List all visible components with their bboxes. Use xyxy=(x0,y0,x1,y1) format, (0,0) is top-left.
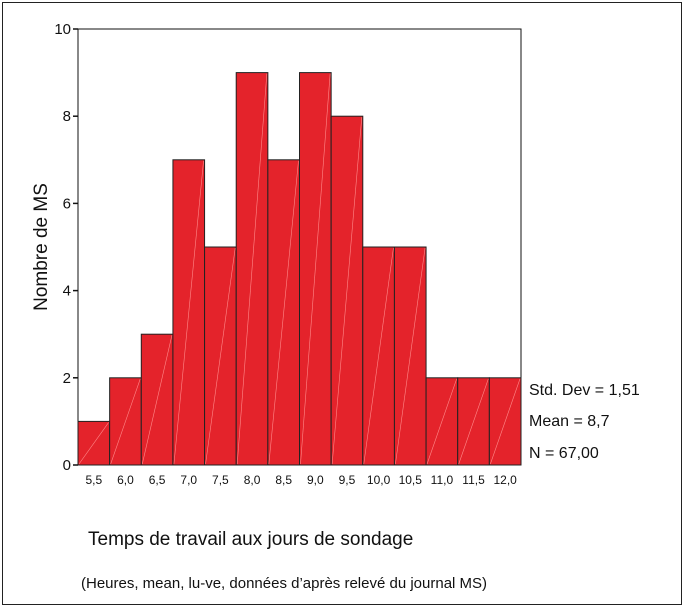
x-tick-label: 12,0 xyxy=(493,473,517,487)
bar-hatch xyxy=(205,247,236,465)
x-tick-label: 6,5 xyxy=(149,473,166,487)
bar-hatch xyxy=(426,378,457,465)
n-stat: N = 67,00 xyxy=(529,445,599,462)
x-tick-label: 9,5 xyxy=(339,473,356,487)
std-dev-stat: Std. Dev = 1,51 xyxy=(529,382,640,399)
y-tick-label: 2 xyxy=(63,370,71,387)
bar xyxy=(425,377,459,466)
bar-hatch xyxy=(363,247,394,465)
y-tick-label: 8 xyxy=(63,108,71,125)
x-tick-label: 9,0 xyxy=(307,473,324,487)
y-tick-label: 10 xyxy=(54,21,71,38)
x-tick-label: 7,0 xyxy=(180,473,197,487)
bar-hatch xyxy=(490,378,521,465)
y-tick-label: 6 xyxy=(63,195,71,212)
bar-hatch xyxy=(458,378,489,465)
bar-hatch xyxy=(236,73,268,465)
y-tick-label: 4 xyxy=(63,283,71,300)
x-tick-label: 10,0 xyxy=(367,473,391,487)
bar-hatch xyxy=(78,422,109,465)
x-tick-label: 10,5 xyxy=(399,473,423,487)
bar-hatch xyxy=(173,160,204,465)
bar xyxy=(362,246,395,466)
x-tick-label: 5,5 xyxy=(85,473,102,487)
y-axis-title: Nombre de MS xyxy=(31,183,52,311)
x-tick-label: 8,5 xyxy=(275,473,292,487)
x-tick-label: 8,0 xyxy=(244,473,261,487)
x-tick-label: 11,5 xyxy=(462,473,485,487)
x-tick-label: 7,5 xyxy=(212,473,229,487)
bar-hatch xyxy=(141,335,173,465)
histogram-chart: 0 2 4 6 8 10 5,5 6,0 6,5 7,0 7,5 8,0 8,5 9,0 9,5 10,0 10… xyxy=(31,21,522,487)
bar-hatch xyxy=(395,247,426,465)
bar-hatch xyxy=(110,378,141,465)
caption-title: Temps de travail aux jours de sondage xyxy=(88,529,414,550)
bar-hatch xyxy=(268,160,299,465)
bar-hatch xyxy=(331,117,363,465)
x-tick-label: 6,0 xyxy=(117,473,134,487)
mean-stat: Mean = 8,7 xyxy=(529,413,610,430)
y-tick-label: 0 xyxy=(63,457,71,474)
x-tick-label: 11,0 xyxy=(431,473,454,487)
bar-hatch xyxy=(300,73,331,465)
caption-subtitle: (Heures, mean, lu-ve, données d’après re… xyxy=(81,575,488,592)
